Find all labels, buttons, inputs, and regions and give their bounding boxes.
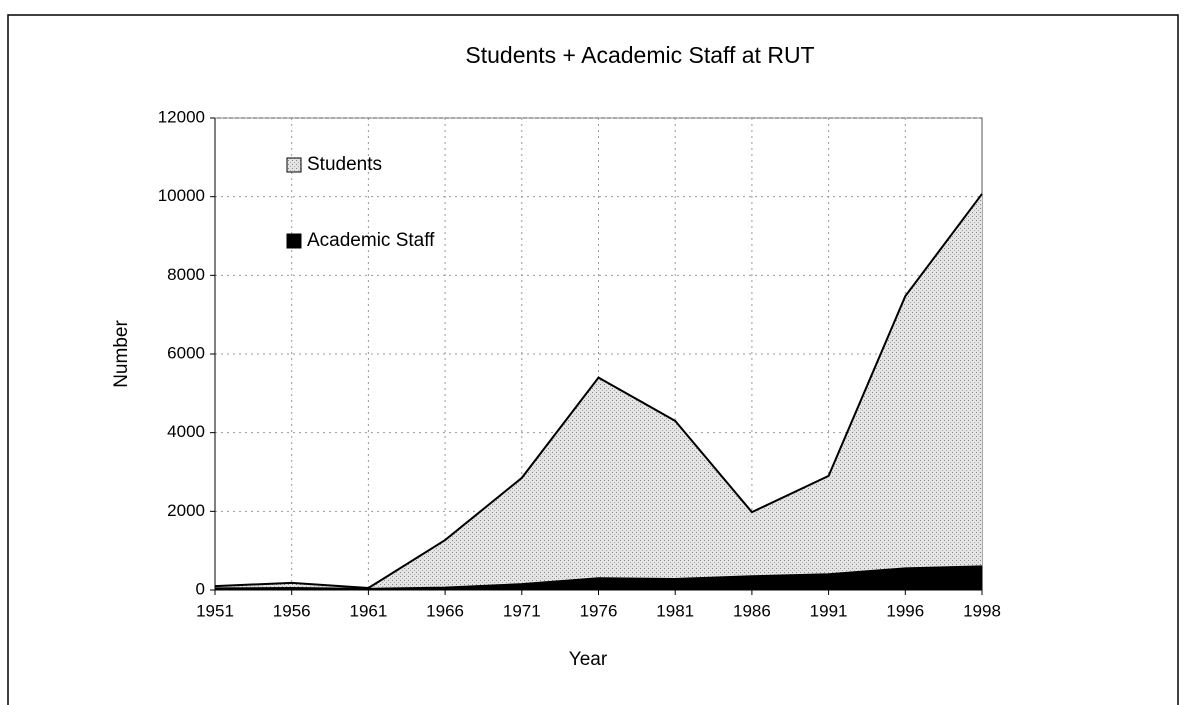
legend-swatch <box>286 157 302 173</box>
area <box>215 193 982 590</box>
x-tick-label: 1966 <box>426 601 464 620</box>
x-tick-label: 1961 <box>349 601 387 620</box>
legend-swatch <box>286 233 302 249</box>
x-tick-label: 1976 <box>580 601 618 620</box>
frame <box>7 14 1179 705</box>
x-tick-label: 1951 <box>196 601 234 620</box>
chart-title: Students + Academic Staff at RUT <box>465 42 814 68</box>
y-tick-label: 2000 <box>167 501 205 520</box>
x-tick-label: 1986 <box>733 601 771 620</box>
y-axis-label: Number <box>111 320 132 388</box>
area-line <box>214 565 983 590</box>
y-tick-label: 6000 <box>167 343 205 362</box>
x-tick-label: 1996 <box>886 601 924 620</box>
legend-label: Students <box>307 154 382 175</box>
y-tick-label: 10000 <box>158 186 205 205</box>
area-line <box>214 193 983 590</box>
x-tick-label: 1956 <box>273 601 311 620</box>
x-tick-label: 1971 <box>503 601 541 620</box>
x-tick-label: 1991 <box>810 601 848 620</box>
x-tick-label: 1981 <box>656 601 694 620</box>
y-tick-label: 0 <box>196 579 205 598</box>
y-tick-label: 8000 <box>167 265 205 284</box>
legend-label: Academic Staff <box>307 230 435 251</box>
x-axis-label: Year <box>569 649 608 670</box>
y-tick-label: 4000 <box>167 422 205 441</box>
y-tick-label: 12000 <box>158 107 205 126</box>
x-tick-label: 1998 <box>963 601 1001 620</box>
